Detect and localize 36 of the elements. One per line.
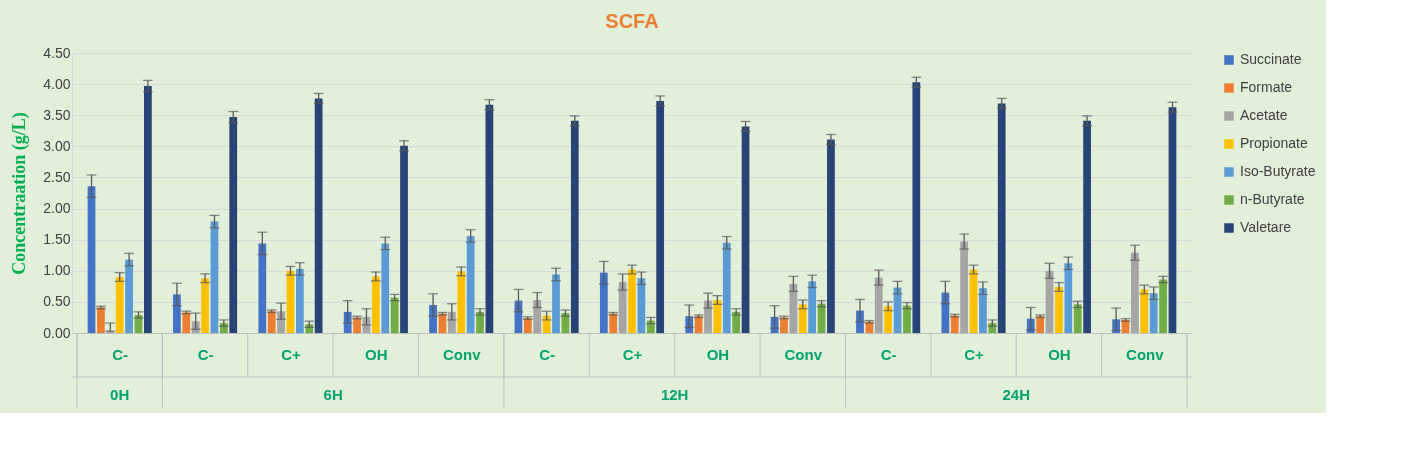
y-tick-label: 1.50	[43, 231, 71, 248]
legend-label: Acetate	[1240, 107, 1288, 123]
legend-label: Iso-Butyrate	[1240, 163, 1316, 179]
x-tick-label: Conv	[1126, 345, 1165, 363]
x-tick-label: Conv	[784, 345, 823, 363]
x-tick-label: Conv	[442, 345, 482, 363]
x-tick-label: C-	[197, 345, 214, 363]
legend-label: Succinate	[1240, 51, 1302, 67]
y-tick-label: 3.50	[43, 106, 71, 123]
y-tick-label: 0.50	[43, 293, 71, 310]
y-axis-title: Concentraation (g/L)	[9, 112, 31, 275]
x-tick-label: OH	[365, 345, 388, 363]
y-tick-label: 3.00	[43, 137, 71, 154]
legend-label: Propionate	[1240, 135, 1308, 151]
x-tick-label: OH	[706, 345, 730, 363]
y-tick-label: 2.00	[43, 200, 71, 217]
x-tick-label: C-	[539, 345, 556, 363]
x-tick-label: OH	[1048, 345, 1071, 363]
text: 6H	[323, 386, 343, 403]
x-tick-label: C-	[880, 345, 897, 363]
x-tick-label: C+	[281, 345, 301, 363]
legend-label: n-Butyrate	[1240, 191, 1305, 207]
legend-label: Formate	[1240, 79, 1293, 95]
y-tick-label: 1.00	[43, 262, 71, 279]
legend-label: Valetare	[1240, 219, 1292, 235]
y-tick-label: 4.50	[43, 44, 71, 61]
text: 24H	[1002, 386, 1030, 403]
y-tick-label: 4.00	[43, 75, 71, 92]
x-tick-label: C+	[622, 345, 643, 363]
text: 0H	[110, 386, 130, 403]
text: 12H	[660, 386, 689, 403]
y-tick-label: 0.00	[43, 324, 71, 341]
x-tick-label: C+	[964, 345, 985, 363]
x-tick-label: C-	[112, 345, 129, 363]
y-tick-label: 2.50	[43, 168, 71, 185]
chart-title: SCFA	[605, 10, 659, 32]
